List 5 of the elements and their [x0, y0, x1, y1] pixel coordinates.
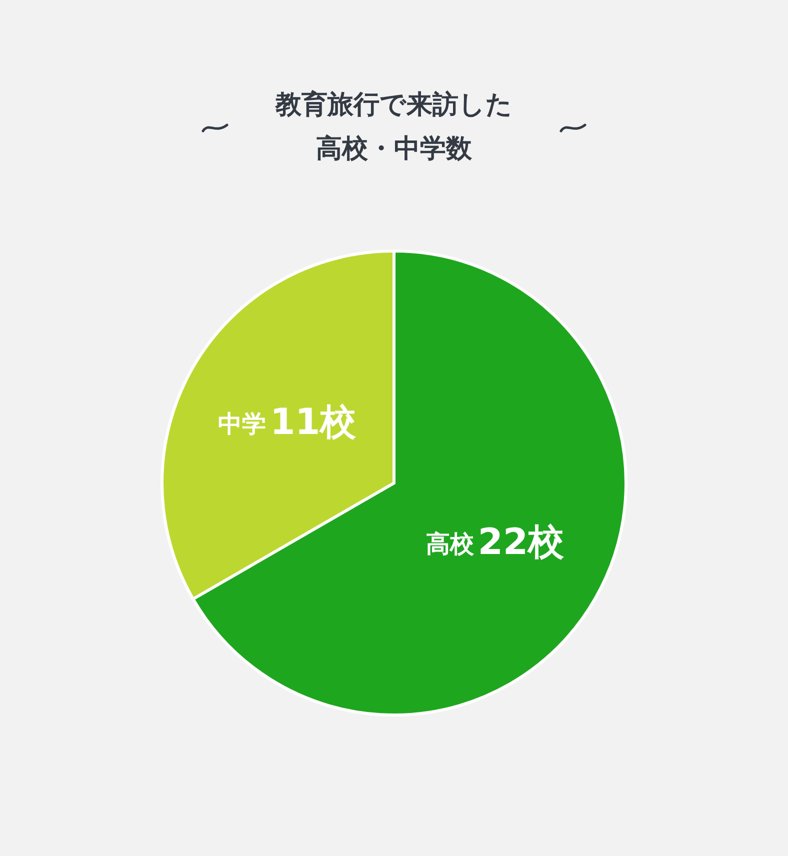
slice-label: 高校 — [426, 530, 475, 558]
data-label: 22校 — [478, 522, 566, 563]
chart-title: 教育旅行で来訪した高校・中学数 — [274, 89, 512, 164]
slice-label: 中学 — [218, 410, 266, 438]
data-label: 11校 — [270, 402, 358, 443]
